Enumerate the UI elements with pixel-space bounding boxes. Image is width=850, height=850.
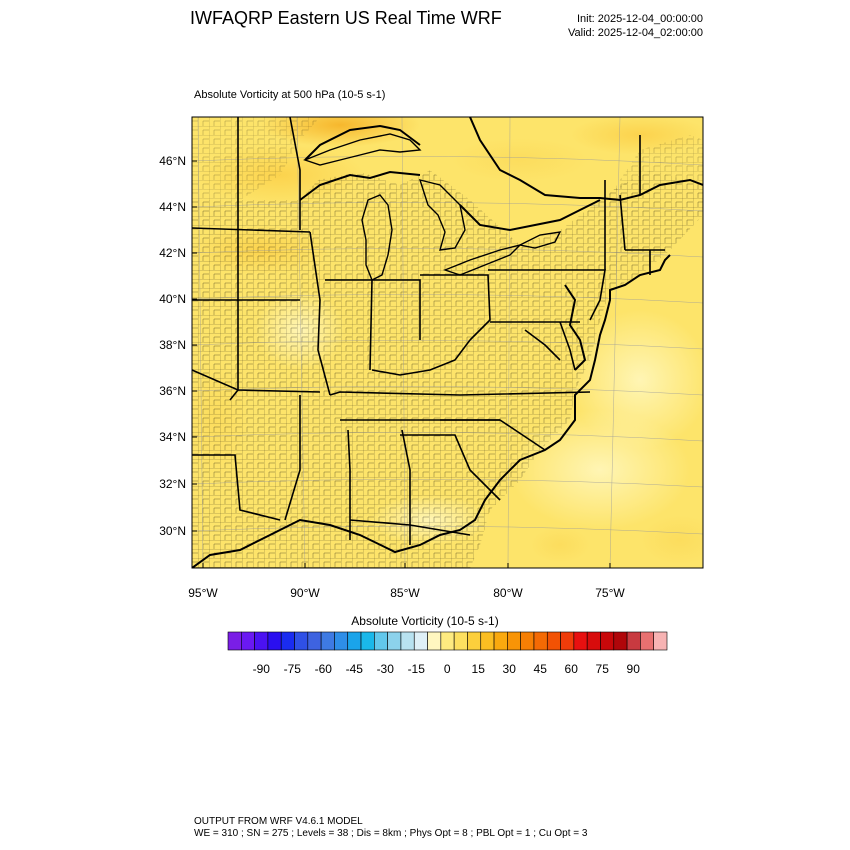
lat-label-30: 30°N bbox=[159, 524, 186, 538]
vorticity-map: 46°N 44°N 42°N 40°N 38°N 36°N 34°N 32°N … bbox=[159, 116, 704, 600]
colorbar-title: Absolute Vorticity (10-5 s-1) bbox=[351, 614, 499, 628]
colorbar-cell bbox=[626, 631, 641, 651]
colorbar-tick-label: 60 bbox=[565, 662, 579, 676]
colorbar-cell bbox=[613, 631, 628, 651]
colorbar-cell bbox=[453, 631, 468, 651]
lon-label-80: 80°W bbox=[493, 586, 523, 600]
lat-label-34: 34°N bbox=[159, 430, 186, 444]
colorbar-tick-label: 15 bbox=[472, 662, 486, 676]
colorbar-cell bbox=[241, 631, 255, 651]
lat-label-32: 32°N bbox=[159, 477, 186, 491]
colorbar-cell bbox=[440, 631, 455, 651]
colorbar-tick-label: 30 bbox=[503, 662, 517, 676]
colorbar-tick-label: 45 bbox=[534, 662, 548, 676]
colorbar-cell bbox=[334, 631, 349, 651]
graticule bbox=[192, 117, 703, 568]
colorbar-cell bbox=[573, 631, 588, 651]
colorbar-cell bbox=[467, 631, 482, 651]
lon-label-95: 95°W bbox=[188, 586, 218, 600]
colorbar-cell bbox=[600, 631, 615, 651]
lat-label-36: 36°N bbox=[159, 384, 186, 398]
colorbar-cell bbox=[427, 631, 442, 651]
colorbar-cells bbox=[227, 631, 668, 651]
main-title: IWFAQRP Eastern US Real Time WRF bbox=[190, 8, 502, 28]
lon-label-90: 90°W bbox=[290, 586, 320, 600]
colorbar-tick-label: 0 bbox=[444, 662, 451, 676]
lat-label-46: 46°N bbox=[159, 154, 186, 168]
colorbar-cell bbox=[360, 631, 375, 651]
colorbar-cell bbox=[546, 631, 561, 651]
colorbar-cell bbox=[227, 631, 242, 651]
colorbar-cell bbox=[347, 631, 362, 651]
map-field bbox=[192, 117, 703, 568]
lat-label-44: 44°N bbox=[159, 200, 186, 214]
footer-model-line: OUTPUT FROM WRF V4.6.1 MODEL bbox=[194, 816, 363, 827]
colorbar-cell bbox=[387, 631, 402, 651]
colorbar-cell bbox=[267, 631, 282, 651]
lat-label-40: 40°N bbox=[159, 292, 186, 306]
colorbar-tick-label: -45 bbox=[346, 662, 364, 676]
colorbar-cell bbox=[480, 631, 495, 651]
coastlines bbox=[192, 117, 703, 568]
colorbar-tick-label: -75 bbox=[284, 662, 302, 676]
lat-label-42: 42°N bbox=[159, 246, 186, 260]
colorbar-cell bbox=[254, 631, 269, 651]
init-time: Init: 2025-12-04_00:00:00 bbox=[577, 13, 703, 25]
colorbar-tick-label: -15 bbox=[408, 662, 426, 676]
colorbar-cell bbox=[294, 631, 309, 651]
colorbar-cell bbox=[493, 631, 508, 651]
colorbar-cell bbox=[560, 631, 575, 651]
colorbar-tick-label: 90 bbox=[627, 662, 641, 676]
colorbar-tick-label: -30 bbox=[377, 662, 395, 676]
lon-label-85: 85°W bbox=[390, 586, 420, 600]
colorbar-tick-label: -90 bbox=[253, 662, 271, 676]
colorbar-cell bbox=[586, 631, 601, 651]
colorbar-cell bbox=[533, 631, 548, 651]
colorbar-tick-labels: -90 -75 -60 -45 -30 -15 0 15 30 45 60 75 90 bbox=[253, 662, 641, 676]
colorbar-cell bbox=[374, 631, 388, 651]
state-lines bbox=[192, 117, 665, 545]
latitude-labels: 46°N 44°N 42°N 40°N 38°N 36°N 34°N 32°N … bbox=[159, 154, 186, 538]
colorbar-cell bbox=[307, 631, 322, 651]
colorbar-cell bbox=[520, 631, 535, 651]
field-title: Absolute Vorticity at 500 hPa (10-5 s-1) bbox=[194, 89, 386, 101]
colorbar-cell bbox=[280, 631, 295, 651]
colorbar-cell bbox=[507, 631, 521, 651]
valid-time: Valid: 2025-12-04_02:00:00 bbox=[568, 27, 703, 39]
colorbar-tick-label: 75 bbox=[596, 662, 610, 676]
colorbar-cell bbox=[400, 631, 415, 651]
great-lakes bbox=[302, 133, 562, 281]
longitude-labels: 95°W 90°W 85°W 80°W 75°W bbox=[188, 586, 625, 600]
colorbar-cell bbox=[413, 631, 428, 651]
map-frame bbox=[191, 116, 704, 569]
lon-label-75: 75°W bbox=[595, 586, 625, 600]
lat-label-38: 38°N bbox=[159, 338, 186, 352]
lat-ticks bbox=[192, 160, 611, 568]
colorbar-cell bbox=[320, 631, 335, 651]
colorbar-cell bbox=[640, 631, 654, 651]
colorbar-tick-label: -60 bbox=[315, 662, 333, 676]
footer-config-line: WE = 310 ; SN = 275 ; Levels = 38 ; Dis … bbox=[194, 828, 588, 839]
colorbar-cell bbox=[653, 631, 668, 651]
